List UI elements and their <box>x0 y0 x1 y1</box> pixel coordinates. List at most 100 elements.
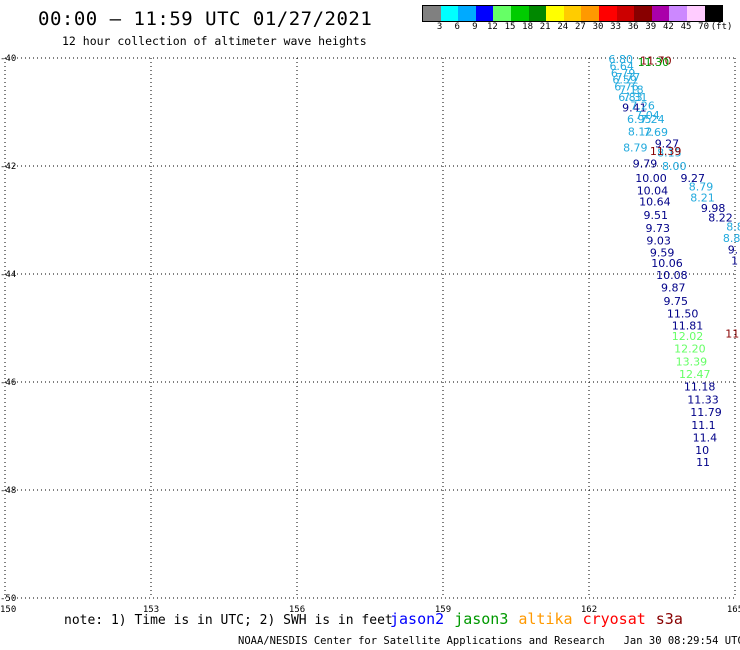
colorbar-swatch <box>475 6 494 21</box>
data-point-label: 8.21 <box>690 191 715 204</box>
data-point-label: 11.79 <box>690 406 722 419</box>
x-tick-label: 150 <box>0 605 16 615</box>
data-point-label: 7.26 <box>630 100 655 113</box>
data-point-label: 9.87 <box>661 282 686 295</box>
colorbar-swatch <box>546 6 564 21</box>
data-point-label: 8.22 <box>708 211 733 224</box>
satellite-legend: jason2 jason3 altika cryosat s3a <box>390 610 693 628</box>
legend-altika: altika <box>518 610 573 628</box>
data-point-label: 6.79 <box>611 67 636 80</box>
data-point-label: 8.79 <box>623 142 648 155</box>
data-point-label: 12.47 <box>679 368 711 381</box>
data-point-label: 11.18 <box>684 380 716 393</box>
data-point-label: 11.1 <box>691 419 716 432</box>
data-point-label: 11.33 <box>687 393 719 406</box>
y-tick-label: -44 <box>0 270 16 280</box>
colorbar <box>422 5 724 22</box>
legend-cryosat: cryosat <box>582 610 646 628</box>
data-point-label: 11.81 <box>672 319 704 332</box>
colorbar-swatch <box>528 6 547 21</box>
colorbar-tick-label: 39 <box>645 22 657 32</box>
data-point-label: 7.77 <box>616 71 641 84</box>
colorbar-tick-label: 30 <box>592 22 604 32</box>
y-tick-label: -48 <box>0 486 16 496</box>
y-tick-label: -40 <box>0 54 16 64</box>
data-point-label: 6.83 <box>618 91 643 104</box>
data-point-label: 9.73 <box>645 222 670 235</box>
data-point-label: 6.76 <box>614 81 639 94</box>
data-point-label: 9.41 <box>622 102 647 115</box>
data-point-label: 12.02 <box>672 330 704 343</box>
y-tick-label: -50 <box>0 594 16 604</box>
x-tick-label: 153 <box>143 605 159 615</box>
legend-jason3: jason3 <box>454 610 509 628</box>
colorbar-swatch <box>458 6 476 21</box>
data-point-label: 1 <box>731 255 738 268</box>
colorbar-tick-label: 6 <box>454 22 460 32</box>
data-point-label: 13.39 <box>676 355 708 368</box>
data-point-label: 9.79 <box>633 157 658 170</box>
footer-note: note: 1) Time is in UTC; 2) SWH is in fe… <box>64 613 393 628</box>
colorbar-tick-label: 3 <box>436 22 443 32</box>
data-point-label: 9.51 <box>644 209 669 222</box>
colorbar-swatch <box>651 6 670 21</box>
colorbar-unit: (ft) <box>710 22 733 32</box>
colorbar-tick-label: 9 <box>472 22 478 32</box>
chart-subtitle: 12 hour collection of altimeter wave hei… <box>62 34 367 48</box>
data-point-label: 8.79 <box>689 181 714 194</box>
data-point-label: 6.59 <box>612 74 637 87</box>
colorbar-tick-label: 21 <box>539 22 551 32</box>
data-point-label: 11.30 <box>638 56 670 69</box>
data-point-label: 7.24 <box>640 113 665 126</box>
data-labels: 6.806.646.796.597.776.767.186.837.319.41… <box>608 53 740 469</box>
data-point-label: 11.50 <box>667 307 699 320</box>
data-point-label: 9.27 <box>680 172 705 185</box>
colorbar-tick-label: 24 <box>557 22 569 32</box>
x-tick-label: 162 <box>581 605 597 615</box>
colorbar-swatch <box>598 6 617 21</box>
data-point-label: 10.06 <box>651 257 683 270</box>
data-point-label: 9.03 <box>646 235 671 248</box>
data-point-label: 6.64 <box>609 60 634 73</box>
colorbar-labels: 3 6 9 12 15 18 21 24 27 30 33 36 39 42 45 70 (ft) <box>422 22 740 34</box>
colorbar-swatch <box>493 6 511 21</box>
colorbar-swatch <box>440 6 459 21</box>
colorbar-swatch <box>669 6 687 21</box>
colorbar-tick-label: 36 <box>627 22 639 32</box>
data-point-label: 10.00 <box>635 172 667 185</box>
data-point-label: 6.95 <box>627 113 652 126</box>
data-point-label: 8.89 <box>726 220 740 233</box>
colorbar-swatch <box>563 6 582 21</box>
colorbar-tick-label: 45 <box>680 22 692 32</box>
data-point-label: 7.18 <box>619 83 644 96</box>
colorbar-tick-label: 33 <box>610 22 622 32</box>
data-point-label: 8.8 <box>723 232 740 245</box>
data-point-label: 8.00 <box>662 160 687 173</box>
data-point-label: 11 <box>725 327 739 340</box>
legend-s3a: s3a <box>655 610 683 628</box>
data-point-label: 10.64 <box>639 196 671 209</box>
colorbar-swatch <box>510 6 529 21</box>
data-point-label: 11.4 <box>693 432 718 445</box>
legend-jason2: jason2 <box>390 610 445 628</box>
colorbar-tick-label: 42 <box>662 22 674 32</box>
x-tick-label: 156 <box>289 605 305 615</box>
grid-lines <box>4 57 736 599</box>
y-tick-label: -42 <box>0 162 16 172</box>
data-point-label: 9.98 <box>701 202 726 215</box>
colorbar-tick-label: 15 <box>504 22 516 32</box>
data-point-label: 7.04 <box>635 109 660 122</box>
axis-ticks: 150 153 156 159 162 165 -40 -42 -44 -46 -48 -50 <box>0 54 740 615</box>
colorbar-swatch <box>423 6 441 21</box>
data-point-label: 12.20 <box>674 343 706 356</box>
data-point-label: 6.80 <box>608 53 633 66</box>
data-point-label: 7.69 <box>644 126 669 139</box>
data-point-label: 11.70 <box>640 55 672 68</box>
footer-credit: NOAA/NESDIS Center for Satellite Applica… <box>238 635 740 647</box>
data-point-label: 8.12 <box>628 125 653 138</box>
data-point-label: 9.27 <box>655 137 680 150</box>
x-tick-label: 159 <box>435 605 451 615</box>
data-point-label: 7.31 <box>623 91 648 104</box>
data-point-label: 11 <box>696 456 710 469</box>
